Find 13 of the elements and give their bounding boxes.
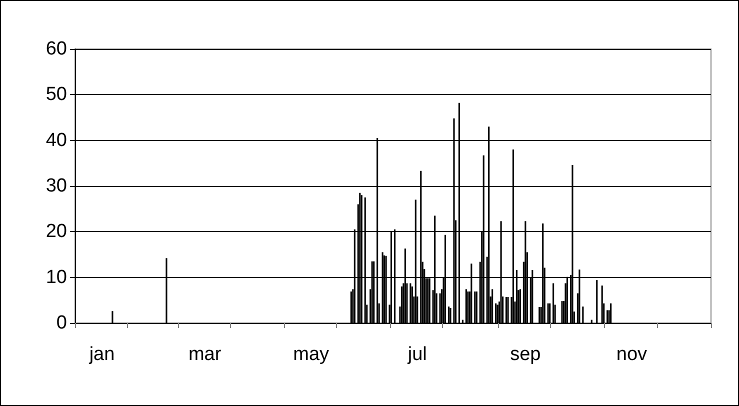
y-tick-label: 20 xyxy=(46,221,67,242)
y-tick-label: 0 xyxy=(56,312,67,334)
y-tick-label: 40 xyxy=(46,130,67,151)
x-tick-label: may xyxy=(293,344,330,365)
x-tick-label: sep xyxy=(510,344,541,365)
y-tick-label: 60 xyxy=(46,38,67,60)
x-tick-label: mar xyxy=(188,344,222,365)
y-tick-label: 50 xyxy=(46,84,67,106)
x-tick-label: jul xyxy=(406,344,427,365)
y-tick-label: 30 xyxy=(46,176,67,196)
y-tick-label: 10 xyxy=(46,266,67,288)
x-tick-label: nov xyxy=(616,344,648,365)
x-tick-label: jan xyxy=(88,344,115,365)
